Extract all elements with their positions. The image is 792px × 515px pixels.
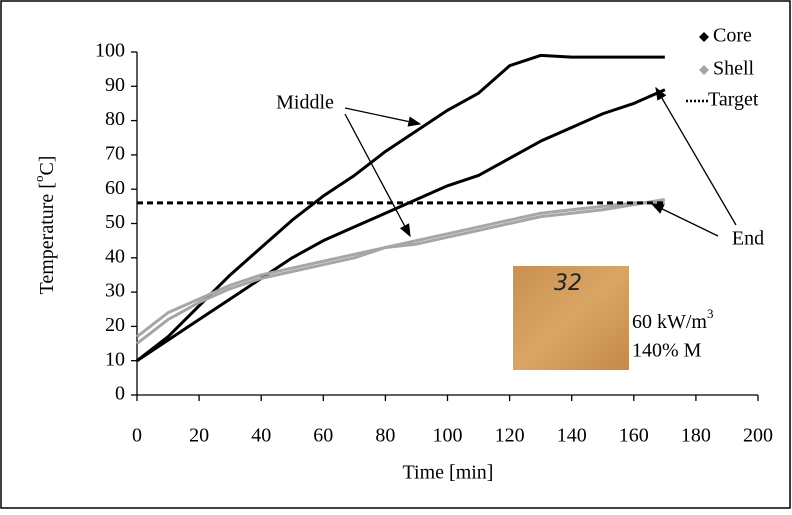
y-tick-label: 60: [105, 177, 125, 199]
x-tick-label: 180: [681, 425, 711, 447]
data-line: [136, 88, 666, 362]
y-tick-label: 50: [105, 211, 125, 233]
y-tick-label: 40: [105, 245, 125, 267]
x-axis-title: Time [min]: [403, 462, 494, 484]
legend-marker: [699, 65, 709, 75]
legend-label: Shell: [713, 58, 755, 80]
legend-label: Core: [713, 25, 752, 47]
photo-label: 32: [554, 271, 582, 296]
annotation: Middle: [276, 92, 334, 114]
x-tick-label: 200: [743, 425, 773, 447]
y-axis-title-part: Temperature [: [36, 182, 58, 294]
x-tick-label: 0: [132, 425, 142, 447]
y-tick-label: 20: [105, 314, 125, 336]
inset-text: 60 kW/m3: [632, 306, 714, 333]
annotation-arrow: [650, 203, 719, 237]
x-tick-label: 140: [557, 425, 587, 447]
annotation: End: [732, 228, 764, 250]
y-axis-title-part: C]: [36, 156, 58, 176]
y-tick-label: 90: [105, 74, 125, 96]
legend-marker: [699, 32, 709, 42]
inset-text-part: 60 kW/m: [632, 311, 707, 333]
x-tick-label: 40: [251, 425, 271, 447]
x-tick-label: 80: [375, 425, 395, 447]
plot-area: 0 10 20 30 40 50 60 70 80 90 100 0 20 40 60 80 100 120 140…: [95, 25, 773, 447]
y-tick-label: 30: [105, 280, 125, 302]
legend-label: Target: [708, 89, 759, 111]
inset-superscript: 3: [707, 306, 714, 321]
y-tick-label: 0: [115, 383, 125, 405]
annotation-arrow: [344, 113, 411, 238]
data-line: [136, 53, 665, 362]
data-line: [136, 201, 665, 345]
x-tick-label: 20: [189, 425, 209, 447]
x-tick-label: 160: [619, 425, 649, 447]
data-line: [136, 198, 666, 338]
y-tick-label: 80: [105, 108, 125, 130]
y-tick-label: 70: [105, 142, 125, 164]
annotation-arrow: [655, 86, 737, 226]
inset-text: 140% M: [632, 340, 702, 362]
y-tick-label: 100: [95, 40, 125, 62]
y-axis-title: Temperature [oC]: [31, 156, 58, 295]
y-tick-label: 10: [105, 348, 125, 370]
annotation-arrow: [344, 107, 422, 127]
inset-photo: [513, 266, 629, 370]
y-axis-title-part: o: [31, 176, 46, 183]
x-tick-label: 100: [433, 425, 463, 447]
x-tick-label: 120: [495, 425, 525, 447]
x-tick-label: 60: [313, 425, 333, 447]
